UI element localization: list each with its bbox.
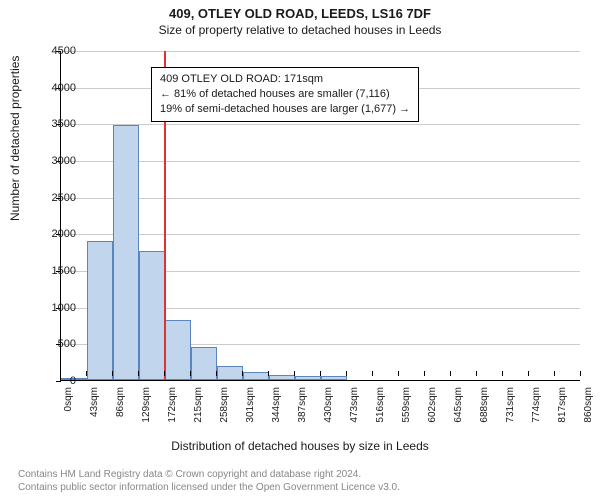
chart-title-sub: Size of property relative to detached ho… bbox=[0, 21, 600, 41]
xtick-label: 559sqm bbox=[401, 387, 412, 447]
xtick-label: 602sqm bbox=[427, 387, 438, 447]
xtick-label: 860sqm bbox=[583, 387, 594, 447]
ytick-label: 4500 bbox=[26, 45, 76, 57]
xtick-label: 301sqm bbox=[245, 387, 256, 447]
plot-area: 409 OTLEY OLD ROAD: 171sqm ← 81% of deta… bbox=[60, 51, 580, 381]
xtick-label: 172sqm bbox=[167, 387, 178, 447]
xtick-mark bbox=[268, 371, 269, 376]
xtick-label: 774sqm bbox=[531, 387, 542, 447]
ytick-label: 3500 bbox=[26, 118, 76, 130]
gridline bbox=[61, 51, 580, 52]
xtick-label: 387sqm bbox=[297, 387, 308, 447]
xtick-label: 215sqm bbox=[193, 387, 204, 447]
credit-line-2: Contains public sector information licen… bbox=[18, 481, 400, 494]
xtick-mark bbox=[424, 371, 425, 376]
xtick-mark bbox=[242, 371, 243, 376]
histogram-bar bbox=[321, 376, 347, 380]
xtick-mark bbox=[554, 371, 555, 376]
annotation-line-2: ← 81% of detached houses are smaller (7,… bbox=[160, 87, 410, 102]
xtick-mark bbox=[86, 371, 87, 376]
ytick-label: 1000 bbox=[26, 302, 76, 314]
histogram-bar bbox=[217, 366, 243, 380]
xtick-label: 516sqm bbox=[375, 387, 386, 447]
histogram-bar bbox=[139, 251, 165, 380]
histogram-bar bbox=[243, 372, 269, 380]
xtick-label: 86sqm bbox=[115, 387, 126, 447]
xtick-mark bbox=[528, 371, 529, 376]
histogram-bar bbox=[113, 125, 139, 380]
xtick-label: 473sqm bbox=[349, 387, 360, 447]
histogram-bar bbox=[295, 376, 321, 380]
xtick-label: 344sqm bbox=[271, 387, 282, 447]
ytick-label: 3000 bbox=[26, 155, 76, 167]
ytick-label: 500 bbox=[26, 338, 76, 350]
annotation-line-3: 19% of semi-detached houses are larger (… bbox=[160, 102, 410, 117]
xtick-mark bbox=[60, 371, 61, 376]
xtick-label: 430sqm bbox=[323, 387, 334, 447]
xtick-mark bbox=[320, 371, 321, 376]
credit-line-1: Contains HM Land Registry data © Crown c… bbox=[18, 468, 400, 481]
ytick-label: 2500 bbox=[26, 192, 76, 204]
histogram-bar bbox=[87, 241, 113, 380]
ytick-label: 2000 bbox=[26, 228, 76, 240]
credits-block: Contains HM Land Registry data © Crown c… bbox=[18, 468, 400, 494]
ytick-label: 0 bbox=[26, 375, 76, 387]
xtick-label: 688sqm bbox=[479, 387, 490, 447]
annotation-line-1: 409 OTLEY OLD ROAD: 171sqm bbox=[160, 72, 410, 87]
xtick-label: 731sqm bbox=[505, 387, 516, 447]
xtick-mark bbox=[502, 371, 503, 376]
ytick-label: 1500 bbox=[26, 265, 76, 277]
xtick-mark bbox=[450, 371, 451, 376]
chart-title-main: 409, OTLEY OLD ROAD, LEEDS, LS16 7DF bbox=[0, 0, 600, 21]
xtick-label: 645sqm bbox=[453, 387, 464, 447]
xtick-mark bbox=[294, 371, 295, 376]
xtick-mark bbox=[346, 371, 347, 376]
xtick-label: 817sqm bbox=[557, 387, 568, 447]
xtick-mark bbox=[112, 371, 113, 376]
xtick-label: 258sqm bbox=[219, 387, 230, 447]
histogram-bar bbox=[165, 320, 191, 380]
xtick-mark bbox=[398, 371, 399, 376]
xtick-mark bbox=[190, 371, 191, 376]
xtick-label: 0sqm bbox=[63, 387, 74, 447]
xtick-mark bbox=[372, 371, 373, 376]
ytick-label: 4000 bbox=[26, 82, 76, 94]
xtick-mark bbox=[476, 371, 477, 376]
histogram-bar bbox=[269, 375, 295, 380]
histogram-bar bbox=[191, 347, 217, 380]
annotation-box: 409 OTLEY OLD ROAD: 171sqm ← 81% of deta… bbox=[151, 67, 419, 122]
y-axis-label: Number of detached properties bbox=[8, 56, 22, 221]
xtick-mark bbox=[580, 371, 581, 376]
xtick-label: 43sqm bbox=[89, 387, 100, 447]
xtick-label: 129sqm bbox=[141, 387, 152, 447]
xtick-mark bbox=[164, 371, 165, 376]
chart-container: Number of detached properties 409 OTLEY … bbox=[0, 41, 600, 441]
xtick-mark bbox=[216, 371, 217, 376]
xtick-mark bbox=[138, 371, 139, 376]
